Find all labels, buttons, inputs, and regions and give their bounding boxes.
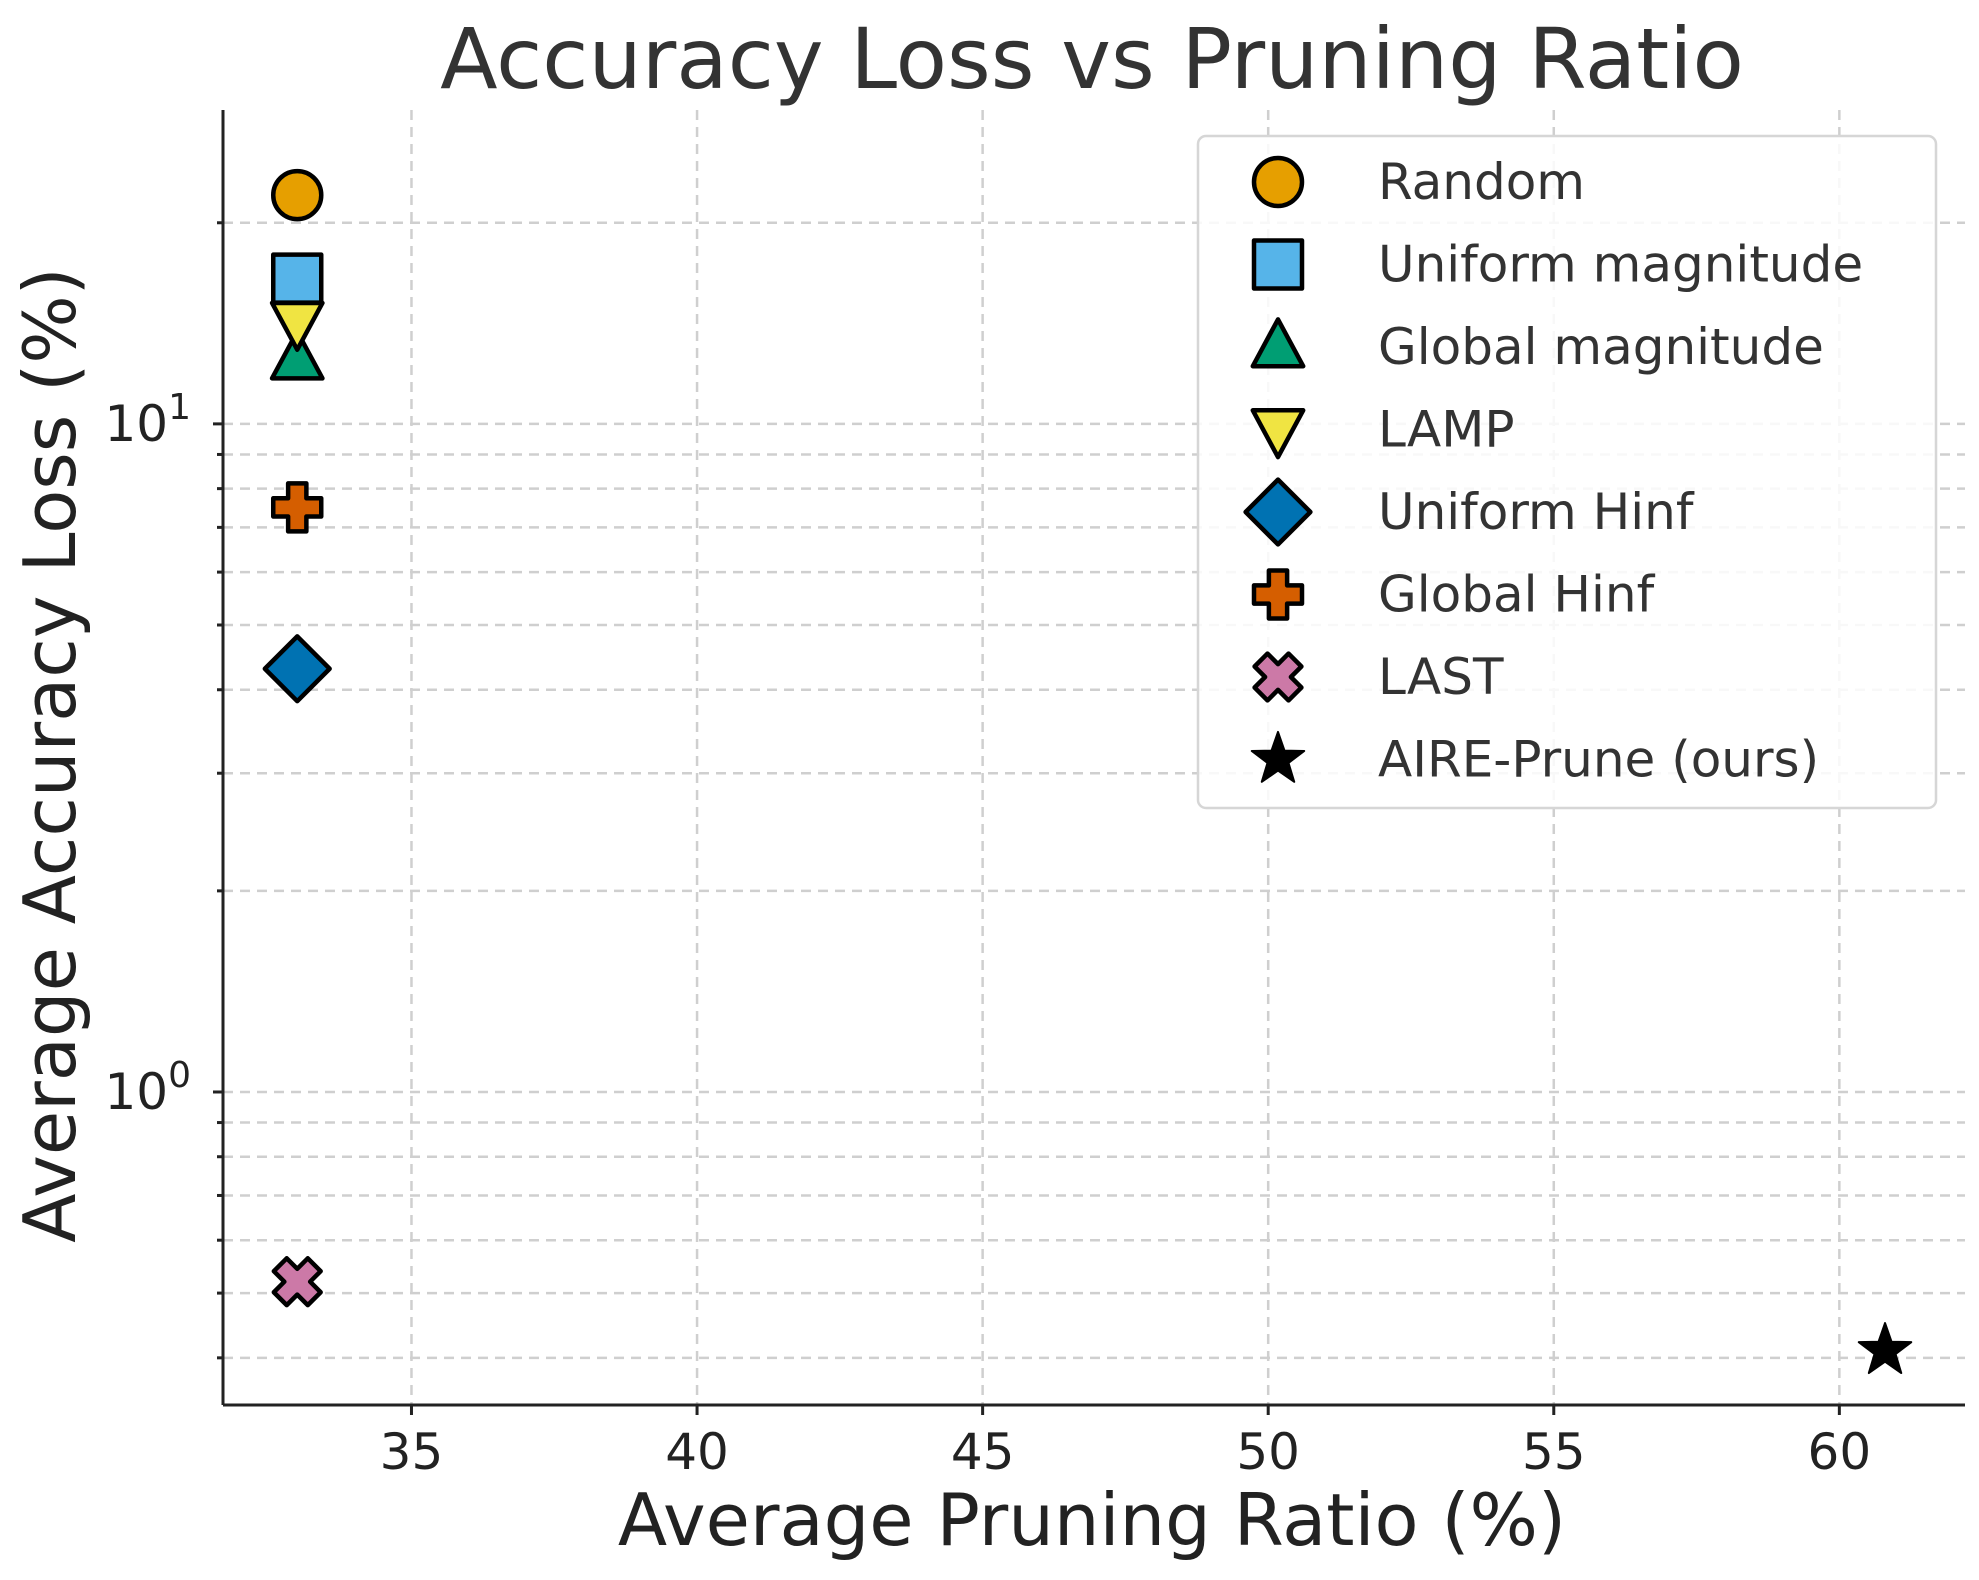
legend-label: Random: [1378, 153, 1585, 211]
legend-label: Global magnitude: [1378, 318, 1824, 376]
x-tick-label: 50: [1236, 1423, 1300, 1481]
legend-marker: [1250, 408, 1306, 460]
legend-label: Global Hinf: [1378, 566, 1656, 624]
x-tick-label: 40: [665, 1423, 729, 1481]
legend-label: AIRE-Prune (ours): [1378, 731, 1819, 789]
legend-label: LAMP: [1378, 401, 1515, 459]
y-tick-label: 100: [104, 1055, 191, 1121]
legend-label: Uniform magnitude: [1378, 236, 1863, 294]
chart-title: Accuracy Loss vs Pruning Ratio: [440, 10, 1744, 108]
data-point: [269, 300, 325, 352]
data-point: [271, 1256, 323, 1308]
legend-marker: [1251, 238, 1305, 291]
ticks: 35 40 45 50 55 60 100 101: [104, 221, 1872, 1481]
data-point: [269, 329, 325, 381]
legend: Random Uniform magnitude Global magnitude L…: [1196, 134, 1938, 810]
data-point: [270, 252, 324, 305]
legend-label: Uniform Hinf: [1378, 483, 1695, 541]
data-points: [262, 168, 1913, 1375]
legend-label: LAST: [1378, 648, 1504, 706]
legend-marker: [1250, 317, 1306, 369]
y-tick-label: 101: [104, 387, 191, 453]
y-axis-label: Average Accuracy Loss (%): [8, 267, 92, 1243]
data-point: [262, 634, 332, 704]
legend-marker: [1252, 651, 1304, 703]
x-tick-label: 60: [1808, 1423, 1872, 1481]
legend-marker: [1251, 155, 1305, 209]
data-point: [1857, 1322, 1913, 1375]
legend-frame: [1196, 134, 1938, 810]
data-point: [270, 481, 324, 534]
axes: [221, 110, 1965, 1407]
data-point: [270, 168, 324, 222]
x-axis-label: Average Pruning Ratio (%): [618, 1478, 1566, 1562]
x-tick-label: 45: [951, 1423, 1015, 1481]
legend-marker: [1251, 568, 1305, 621]
legend-marker: [1250, 730, 1306, 783]
legend-marker: [1243, 477, 1313, 547]
x-tick-label: 55: [1522, 1423, 1586, 1481]
x-tick-label: 35: [380, 1423, 444, 1481]
